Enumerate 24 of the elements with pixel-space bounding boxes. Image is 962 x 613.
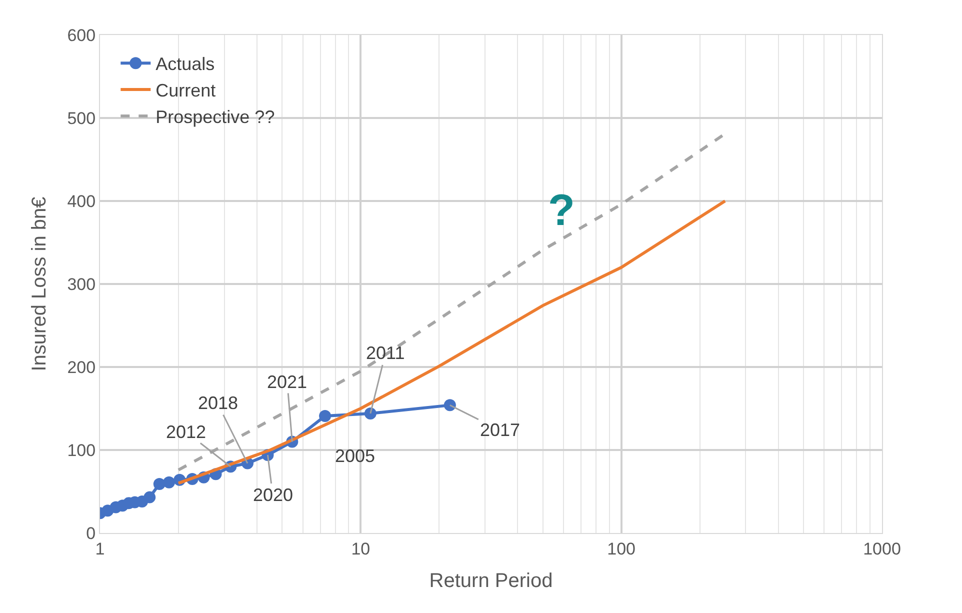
y-tick-label: 600 bbox=[67, 26, 96, 45]
y-tick-label: 100 bbox=[67, 440, 96, 460]
y-tick-label: 0 bbox=[86, 524, 96, 543]
annotation: 2017 bbox=[480, 420, 520, 440]
annotation: 2012 bbox=[166, 422, 206, 442]
y-axis-title: Insured Loss in bn€ bbox=[28, 196, 51, 372]
y-tick-label: 400 bbox=[67, 192, 96, 211]
annotation: 2018 bbox=[198, 393, 238, 413]
annotation: ? bbox=[548, 186, 575, 235]
annotation: 2005 bbox=[335, 446, 376, 466]
annotation: 2011 bbox=[366, 343, 405, 363]
annotation: 2021 bbox=[267, 372, 308, 392]
legend-label: Actuals bbox=[156, 54, 215, 74]
x-tick-label: 100 bbox=[607, 539, 636, 558]
annotation: 2020 bbox=[253, 485, 294, 505]
legend-label: Current bbox=[156, 80, 216, 101]
legend-label: Prospective ?? bbox=[156, 106, 275, 127]
y-tick-label: 500 bbox=[67, 108, 96, 128]
y-tick-label: 200 bbox=[67, 358, 96, 377]
x-tick-label: 1000 bbox=[863, 539, 901, 558]
x-tick-label: 1 bbox=[95, 539, 105, 558]
x-tick-label: 10 bbox=[351, 539, 370, 558]
y-tick-label: 300 bbox=[67, 274, 96, 294]
x-axis-title: Return Period bbox=[429, 570, 553, 592]
